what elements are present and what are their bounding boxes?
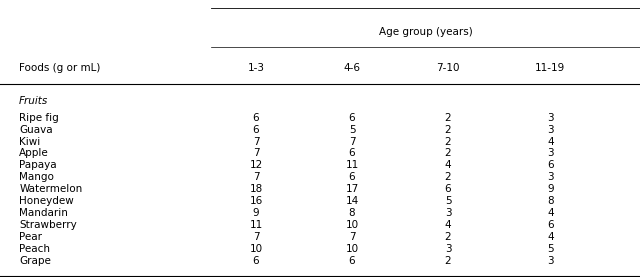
Text: 6: 6 (349, 172, 355, 182)
Text: Pear: Pear (19, 232, 42, 242)
Text: 3: 3 (547, 172, 554, 182)
Text: 6: 6 (253, 113, 259, 123)
Text: 3: 3 (547, 113, 554, 123)
Text: 8: 8 (547, 196, 554, 206)
Text: 11-19: 11-19 (535, 63, 566, 73)
Text: 7: 7 (253, 137, 259, 147)
Text: 2: 2 (445, 172, 451, 182)
Text: 7: 7 (349, 137, 355, 147)
Text: 6: 6 (349, 148, 355, 158)
Text: 6: 6 (349, 113, 355, 123)
Text: Grape: Grape (19, 256, 51, 266)
Text: 4: 4 (445, 160, 451, 170)
Text: 2: 2 (445, 256, 451, 266)
Text: 4: 4 (547, 208, 554, 218)
Text: Foods (g or mL): Foods (g or mL) (19, 63, 100, 73)
Text: 5: 5 (349, 125, 355, 135)
Text: 7: 7 (253, 232, 259, 242)
Text: 3: 3 (445, 244, 451, 254)
Text: Fruits: Fruits (19, 96, 49, 106)
Text: 16: 16 (250, 196, 262, 206)
Text: 4: 4 (547, 137, 554, 147)
Text: Mandarin: Mandarin (19, 208, 68, 218)
Text: 11: 11 (250, 220, 262, 230)
Text: Honeydew: Honeydew (19, 196, 74, 206)
Text: 3: 3 (547, 125, 554, 135)
Text: Apple: Apple (19, 148, 49, 158)
Text: 2: 2 (445, 125, 451, 135)
Text: 10: 10 (346, 244, 358, 254)
Text: 3: 3 (547, 148, 554, 158)
Text: 9: 9 (253, 208, 259, 218)
Text: 18: 18 (250, 184, 262, 194)
Text: 1-3: 1-3 (248, 63, 264, 73)
Text: 2: 2 (445, 148, 451, 158)
Text: 7: 7 (253, 172, 259, 182)
Text: Age group (years): Age group (years) (379, 27, 472, 37)
Text: 6: 6 (547, 160, 554, 170)
Text: 14: 14 (346, 196, 358, 206)
Text: 4-6: 4-6 (344, 63, 360, 73)
Text: 10: 10 (346, 220, 358, 230)
Text: 7: 7 (349, 232, 355, 242)
Text: 2: 2 (445, 113, 451, 123)
Text: 3: 3 (547, 256, 554, 266)
Text: 2: 2 (445, 137, 451, 147)
Text: Guava: Guava (19, 125, 53, 135)
Text: 6: 6 (253, 256, 259, 266)
Text: 4: 4 (547, 232, 554, 242)
Text: 4: 4 (445, 220, 451, 230)
Text: Peach: Peach (19, 244, 50, 254)
Text: Strawberry: Strawberry (19, 220, 77, 230)
Text: 12: 12 (250, 160, 262, 170)
Text: 5: 5 (547, 244, 554, 254)
Text: Ripe fig: Ripe fig (19, 113, 59, 123)
Text: 7-10: 7-10 (436, 63, 460, 73)
Text: 9: 9 (547, 184, 554, 194)
Text: 17: 17 (346, 184, 358, 194)
Text: 6: 6 (547, 220, 554, 230)
Text: Kiwi: Kiwi (19, 137, 40, 147)
Text: 3: 3 (445, 208, 451, 218)
Text: 8: 8 (349, 208, 355, 218)
Text: Mango: Mango (19, 172, 54, 182)
Text: 7: 7 (253, 148, 259, 158)
Text: Watermelon: Watermelon (19, 184, 83, 194)
Text: 6: 6 (349, 256, 355, 266)
Text: 2: 2 (445, 232, 451, 242)
Text: Papaya: Papaya (19, 160, 57, 170)
Text: 6: 6 (253, 125, 259, 135)
Text: 10: 10 (250, 244, 262, 254)
Text: 11: 11 (346, 160, 358, 170)
Text: 6: 6 (445, 184, 451, 194)
Text: 5: 5 (445, 196, 451, 206)
